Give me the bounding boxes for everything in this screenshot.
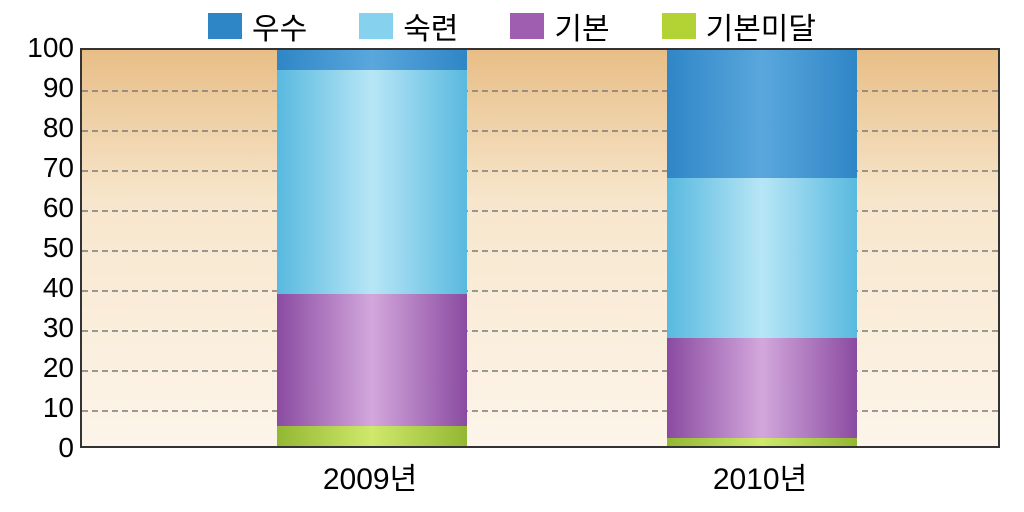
ytick-label: 50	[14, 232, 74, 264]
bar-segment-basic	[667, 338, 857, 438]
bar-segment-excellent	[277, 48, 467, 70]
ytick-label: 0	[14, 432, 74, 464]
chart-container: 우수 숙련 기본 기본미달 0 10 20 30 40 50 60 70 80 90 100 2009년 20…	[0, 0, 1024, 512]
ytick-label: 100	[14, 32, 74, 64]
xtick-label: 2010년	[713, 454, 807, 498]
legend-swatch-excellent	[208, 13, 242, 39]
legend-label-skilled: 숙련	[403, 4, 458, 48]
gridline	[82, 290, 998, 292]
gridline	[82, 370, 998, 372]
legend-swatch-basic	[510, 13, 544, 39]
legend-swatch-below	[662, 13, 696, 39]
legend-item-basic: 기본	[510, 4, 609, 48]
bar-segment-skilled	[667, 178, 857, 338]
bar-group	[277, 50, 467, 446]
bar-segment-skilled	[277, 70, 467, 294]
legend-item-skilled: 숙련	[359, 4, 458, 48]
ytick-label: 90	[14, 72, 74, 104]
gridline	[82, 410, 998, 412]
legend-label-excellent: 우수	[252, 4, 307, 48]
gridline	[82, 130, 998, 132]
legend-label-basic: 기본	[554, 4, 609, 48]
ytick-label: 40	[14, 272, 74, 304]
legend-label-below: 기본미달	[706, 4, 816, 48]
bar-group	[667, 50, 857, 446]
ytick-label: 60	[14, 192, 74, 224]
gridline	[82, 250, 998, 252]
ytick-label: 10	[14, 392, 74, 424]
legend: 우수 숙련 기본 기본미달	[0, 4, 1024, 48]
gridline	[82, 210, 998, 212]
ytick-label: 70	[14, 152, 74, 184]
plot-area	[80, 48, 1000, 448]
bar-segment-below	[667, 438, 857, 446]
bar-segment-excellent	[667, 48, 857, 178]
legend-swatch-skilled	[359, 13, 393, 39]
legend-item-below: 기본미달	[662, 4, 816, 48]
bar-segment-basic	[277, 294, 467, 426]
ytick-label: 80	[14, 112, 74, 144]
xtick-label: 2009년	[323, 454, 417, 498]
ytick-label: 20	[14, 352, 74, 384]
ytick-label: 30	[14, 312, 74, 344]
gridline	[82, 90, 998, 92]
bar-segment-below	[277, 426, 467, 446]
legend-item-excellent: 우수	[208, 4, 307, 48]
gridline	[82, 170, 998, 172]
gridline	[82, 330, 998, 332]
